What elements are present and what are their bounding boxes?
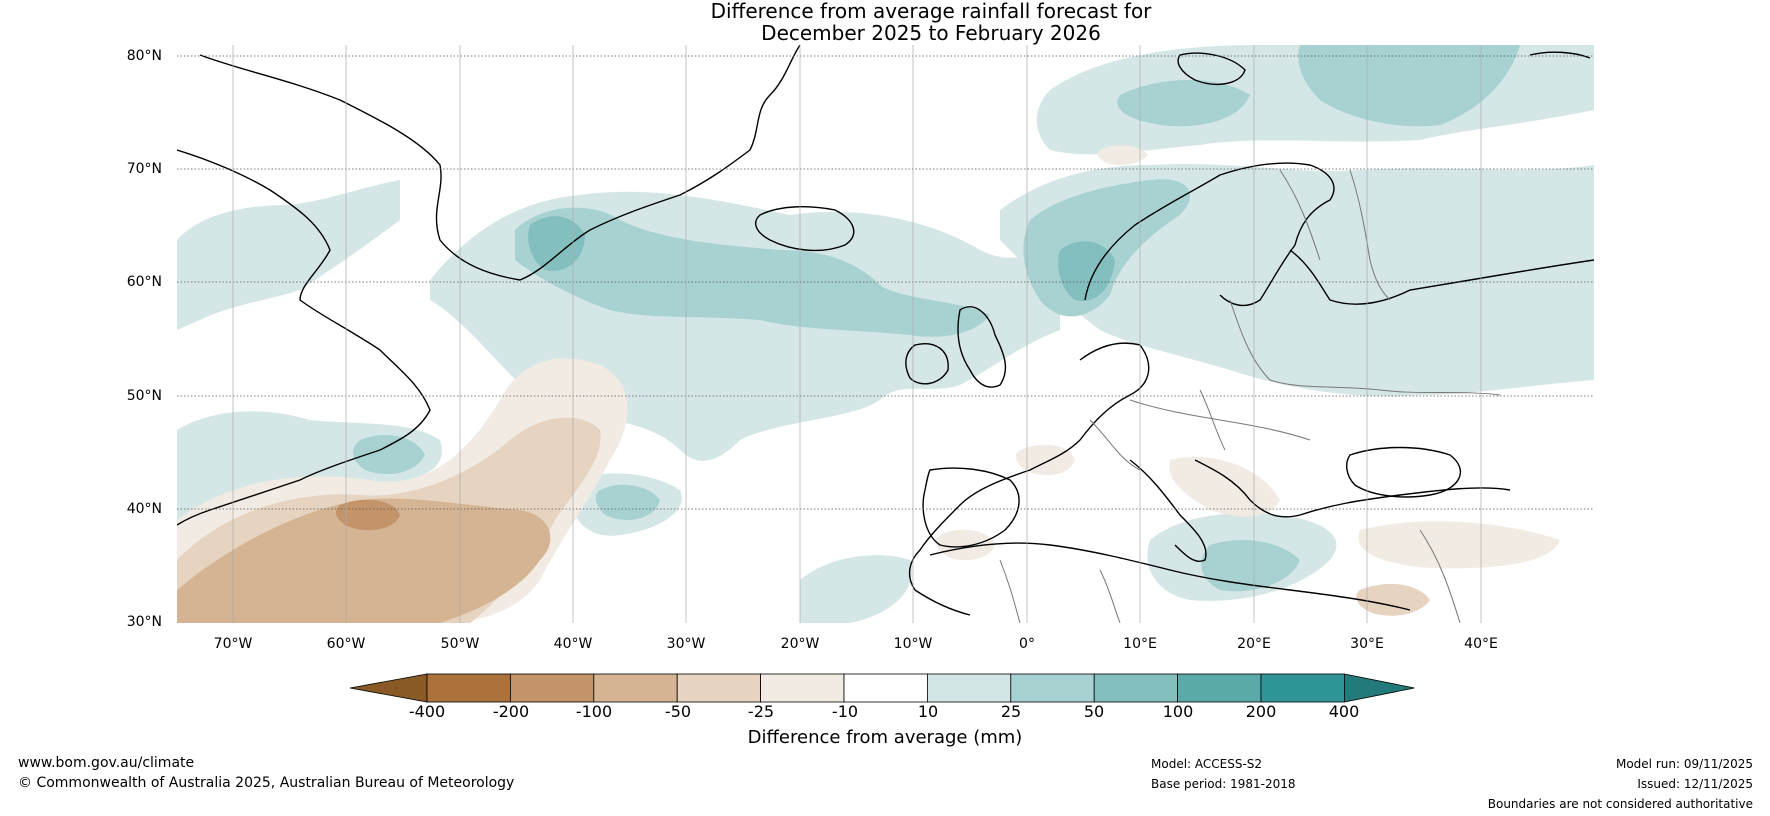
colorbar-swatch xyxy=(676,673,762,703)
british-isles-coast xyxy=(905,306,1007,388)
colorbar-extend-high xyxy=(1344,673,1415,703)
colorbar-swatch xyxy=(593,673,678,703)
cb-tick-m200: -200 xyxy=(492,702,530,721)
north-africa-coast xyxy=(929,542,1411,611)
wet-anomaly-africa xyxy=(800,555,912,623)
lon-label-0: 0° xyxy=(1019,636,1035,652)
baltic-coast xyxy=(1289,249,1594,305)
cb-tick-200: 200 xyxy=(1245,702,1277,721)
cb-tick-m400: -400 xyxy=(408,702,446,721)
iceland-coast xyxy=(754,206,855,252)
cb-tick-m10: -10 xyxy=(831,702,859,721)
scandinavia-coast xyxy=(1084,162,1335,307)
colorbar xyxy=(350,673,1415,703)
lat-label-70n: 70°N xyxy=(126,161,162,177)
europe-coast xyxy=(908,342,1150,616)
gridlines xyxy=(177,55,1594,510)
cb-tick-m100: -100 xyxy=(575,702,613,721)
lon-label-30e: 30°E xyxy=(1350,636,1384,652)
colorbar-swatch xyxy=(760,673,845,703)
italy-coast xyxy=(1129,459,1207,562)
lon-label-20e: 20°E xyxy=(1237,636,1271,652)
cb-tick-100: 100 xyxy=(1162,702,1194,721)
cb-tick-10: 10 xyxy=(917,702,939,721)
lat-label-60n: 60°N xyxy=(126,274,162,290)
greenland-coast xyxy=(199,45,801,281)
colorbar-swatch xyxy=(1093,673,1179,703)
lon-label-10w: 10°W xyxy=(893,636,933,652)
lat-label-40n: 40°N xyxy=(126,501,162,517)
dry-anomaly-europe xyxy=(1015,444,1075,476)
cb-tick-400: 400 xyxy=(1328,702,1360,721)
lon-label-70w: 70°W xyxy=(213,636,253,652)
title-line-2: December 2025 to February 2026 xyxy=(761,21,1101,45)
balkans-coast xyxy=(1194,459,1511,518)
cb-tick-25: 25 xyxy=(1000,702,1022,721)
anomaly-shading xyxy=(177,45,1594,623)
wet-anomaly-moderate-midatlantic xyxy=(595,484,660,520)
colorbar-swatch xyxy=(509,673,595,703)
lon-label-60w: 60°W xyxy=(326,636,366,652)
colorbar-swatch xyxy=(1260,673,1345,703)
chart-title: Difference from average rainfall forecas… xyxy=(0,0,1770,44)
lon-label-10e: 10°E xyxy=(1123,636,1157,652)
colorbar-swatch xyxy=(426,673,511,703)
wet-anomaly-strong-greenland xyxy=(528,216,585,271)
footer-model: Model: ACCESS-S2 xyxy=(1151,757,1263,771)
lon-label-40w: 40°W xyxy=(553,636,593,652)
lon-label-30w: 30°W xyxy=(666,636,706,652)
arctic-islands-coast xyxy=(1177,51,1591,86)
footer-copyright: © Commonwealth of Australia 2025, Austra… xyxy=(18,775,515,791)
colorbar-swatch xyxy=(927,673,1012,703)
lat-label-50n: 50°N xyxy=(126,388,162,404)
wet-anomaly-moderate-arctic xyxy=(1117,80,1250,127)
footer-model-run: Model run: 09/11/2025 xyxy=(1615,757,1753,771)
lat-label-30n: 30°N xyxy=(126,614,162,630)
dry-anomaly-north-africa xyxy=(935,529,995,561)
black-sea-coast xyxy=(1346,446,1462,498)
dry-anomaly-arctic xyxy=(1097,145,1148,166)
wet-anomaly-moderate-bay xyxy=(353,435,425,475)
footer-website: www.bom.gov.au/climate xyxy=(18,755,195,771)
wet-anomaly-strong-norway xyxy=(1058,241,1115,301)
country-borders xyxy=(999,169,1501,623)
wet-anomaly-moderate-barents xyxy=(1298,45,1520,127)
dry-anomaly-levant xyxy=(1356,583,1430,616)
cb-tick-50: 50 xyxy=(1083,702,1105,721)
colorbar-swatch xyxy=(843,673,928,703)
footer-disclaimer: Boundaries are not considered authoritat… xyxy=(1487,797,1753,811)
dry-anomaly-brown xyxy=(177,498,551,623)
cb-tick-m25: -25 xyxy=(747,702,775,721)
colorbar-swatch xyxy=(1010,673,1095,703)
wet-anomaly-moderate-med xyxy=(1201,540,1300,592)
colorbar-swatch xyxy=(1177,673,1262,703)
lat-label-80n: 80°N xyxy=(126,48,162,64)
lon-label-50w: 50°W xyxy=(440,636,480,652)
iberia-coast xyxy=(922,467,1020,548)
meridians xyxy=(232,45,1482,623)
coastlines xyxy=(177,45,1594,616)
dry-anomaly-brown-core xyxy=(335,499,400,531)
canada-coast xyxy=(177,149,431,526)
dry-anomaly-middle-east xyxy=(1358,521,1560,569)
colorbar-title: Difference from average (mm) xyxy=(747,727,1023,748)
lon-label-40e: 40°E xyxy=(1464,636,1498,652)
lon-label-20w: 20°W xyxy=(780,636,820,652)
footer-issued: Issued: 12/11/2025 xyxy=(1637,777,1753,791)
cb-tick-m50: -50 xyxy=(664,702,692,721)
colorbar-extend-low xyxy=(350,673,428,703)
title-line-1: Difference from average rainfall forecas… xyxy=(710,0,1152,23)
footer-base-period: Base period: 1981-2018 xyxy=(1151,777,1296,791)
wet-anomaly-moderate-atlantic xyxy=(515,207,990,337)
rainfall-map xyxy=(177,45,1594,623)
